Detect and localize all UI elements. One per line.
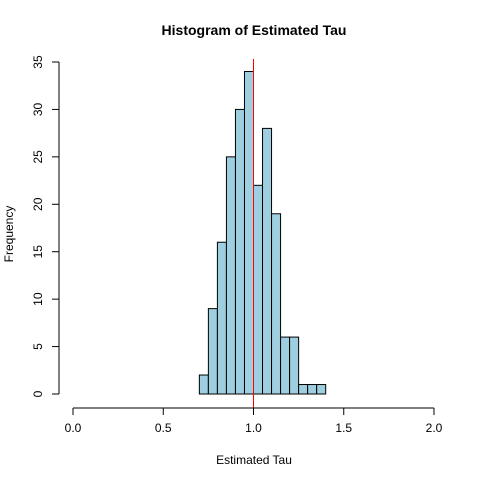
histogram-bar-6 (243, 70, 255, 395)
chart-title: Histogram of Estimated Tau (162, 22, 347, 38)
y-axis: 0 5 10 15 20 25 30 35 (31, 55, 60, 397)
histogram-bar-12 (298, 384, 309, 395)
y-axis-title: Frequency (2, 206, 16, 263)
histogram-bar-8 (262, 127, 273, 395)
histogram-bar-13 (307, 384, 318, 395)
y-tick-label: 10 (31, 292, 45, 306)
y-tick-label: 35 (31, 55, 45, 69)
y-tick-label: 0 (31, 390, 45, 397)
y-tick-label: 25 (31, 150, 45, 164)
x-tick-label: 1.5 (335, 421, 352, 435)
histogram-bar-11 (289, 336, 300, 395)
x-axis-title: Estimated Tau (216, 453, 292, 467)
x-tick-label: 1.0 (245, 421, 262, 435)
histogram-bar-10 (280, 336, 291, 395)
y-tick-label: 15 (31, 245, 45, 259)
x-tick-label: 0.5 (155, 421, 172, 435)
histogram-bar-3 (216, 241, 227, 395)
histogram-bar-7 (253, 184, 264, 395)
histogram-bar-1 (198, 374, 209, 395)
y-tick-label: 5 (31, 343, 45, 350)
histogram-bar-5 (234, 108, 245, 395)
y-tick-label: 30 (31, 102, 45, 116)
histogram-bars (198, 70, 327, 395)
x-tick-label: 2.0 (426, 421, 443, 435)
x-axis: 0.0 0.5 1.0 1.5 2.0 (65, 407, 443, 435)
histogram-bar-2 (207, 308, 218, 395)
histogram-bar-14 (316, 384, 327, 395)
y-tick-label: 20 (31, 197, 45, 211)
histogram-bar-4 (225, 156, 236, 395)
histogram-bar-9 (271, 213, 282, 395)
x-tick-label: 0.0 (65, 421, 82, 435)
